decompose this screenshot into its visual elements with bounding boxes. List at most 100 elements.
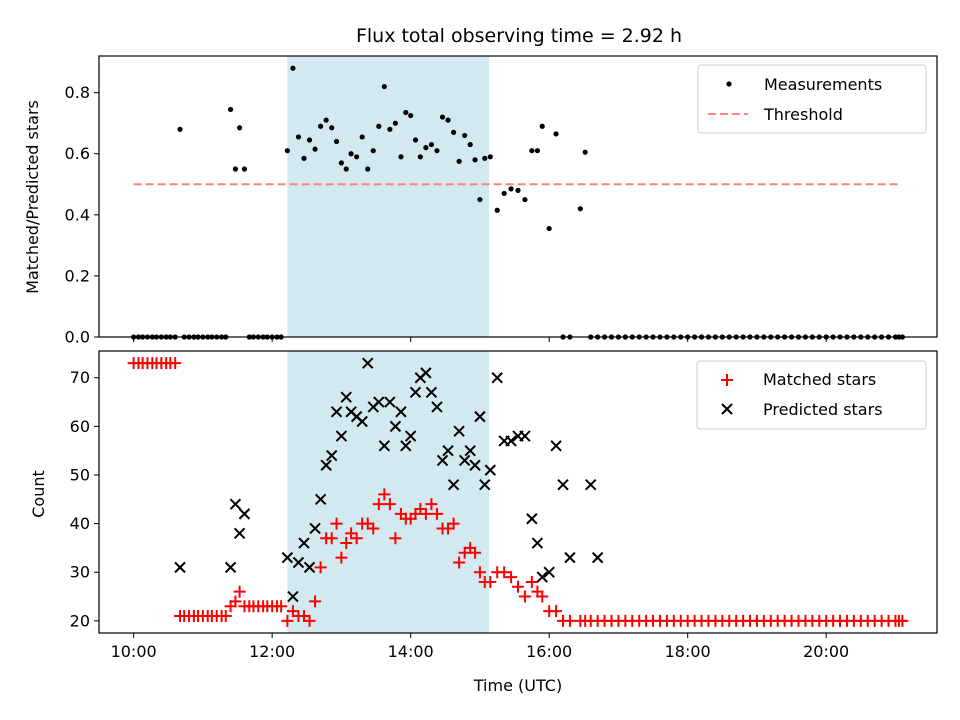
predicted-stars-point — [453, 425, 465, 437]
predicted-stars-point — [543, 566, 555, 578]
legend-predicted-label: Predicted stars — [763, 400, 883, 419]
predicted-stars-point — [309, 522, 321, 535]
measurements-point — [312, 146, 318, 152]
matched-stars-point — [350, 532, 363, 545]
predicted-stars-point — [233, 527, 246, 540]
measurements-point — [295, 134, 302, 140]
measurements-point — [515, 187, 521, 193]
matched-stars-point — [525, 575, 538, 588]
predicted-stars-point — [362, 357, 374, 369]
predicted-stars-point — [303, 561, 316, 574]
matched-stars-point — [219, 609, 232, 622]
measurements-point — [301, 155, 307, 161]
measurements-point — [577, 206, 583, 212]
measurements-point — [445, 117, 451, 123]
top-y-tick-label: 0.2 — [65, 266, 90, 285]
measurements-point — [501, 190, 507, 197]
predicted-stars-point — [292, 556, 305, 569]
bottom-y-tick-label: 60 — [70, 417, 90, 436]
measurements-point — [348, 151, 354, 157]
measurements-point — [553, 131, 559, 137]
matched-stars-point — [340, 537, 353, 550]
measurements-point — [439, 114, 446, 120]
predicted-stars-point — [373, 396, 385, 408]
top-y-tick-label: 0.4 — [65, 205, 90, 224]
top-y-ticks: 0.0 0.2 0.4 0.6 0.8 — [65, 83, 99, 347]
bottom-observing-window — [287, 351, 489, 633]
matched-stars-point — [233, 585, 246, 598]
bottom-y-tick-label: 30 — [70, 563, 90, 582]
predicted-stars-point — [550, 440, 562, 452]
predicted-stars-point — [464, 444, 476, 457]
matched-stars-point — [303, 614, 316, 627]
top-chart-title: Flux total observing time = 2.92 h — [356, 25, 682, 47]
measurements-point — [522, 196, 528, 203]
top-x-ticks — [133, 337, 827, 342]
measurements-point — [477, 196, 483, 203]
matched-stars-point — [453, 556, 466, 569]
predicted-stars-point — [325, 449, 338, 462]
measurements-point — [177, 126, 183, 132]
measurements-point — [333, 138, 340, 145]
measurements-point — [306, 137, 313, 143]
measurements-point — [546, 225, 552, 232]
predicted-stars-point — [174, 561, 186, 574]
measurements-point — [370, 148, 376, 154]
measurements-point — [472, 157, 478, 163]
predicted-stars-point — [479, 478, 491, 491]
measurements-point — [392, 120, 399, 126]
measurements-point — [338, 160, 344, 166]
top-axes-frame — [98, 55, 938, 338]
top-highlight-span — [287, 56, 489, 337]
predicted-stars-point — [536, 571, 548, 583]
measurements-point — [381, 83, 387, 90]
top-y-tick-label: 0.8 — [65, 83, 90, 102]
predicted-stars-point — [505, 435, 517, 447]
bottom-y-tick-label: 70 — [70, 368, 90, 387]
predicted-stars-point — [330, 406, 343, 418]
measurements-point — [582, 149, 588, 155]
predicted-stars-point — [400, 440, 412, 452]
matched-stars-point — [372, 498, 385, 511]
bottom-x-tick-label: 18:00 — [665, 642, 711, 661]
predicted-stars-point — [469, 459, 481, 471]
bottom-legend: Matched stars Predicted stars — [696, 360, 927, 430]
bottom-legend-box — [696, 360, 927, 430]
measurements-point — [434, 148, 440, 154]
legend-measurements-marker — [726, 81, 732, 87]
bottom-y-tick-label: 40 — [70, 514, 90, 533]
measurements-point — [403, 109, 409, 116]
measurements-point — [241, 166, 248, 172]
predicted-stars-point — [585, 478, 597, 491]
top-panel: 0.00.20.40.60.8 Matched/Predicted stars … — [23, 55, 938, 347]
predicted-stars-point — [395, 406, 407, 418]
top-y-tick-label: 0.0 — [65, 328, 90, 347]
legend-matched-label: Matched stars — [763, 370, 876, 389]
predicted-stars-point — [491, 372, 503, 384]
predicted-stars-point — [378, 440, 391, 452]
matched-stars-point — [314, 561, 327, 574]
measurements-point — [467, 141, 473, 148]
bottom-y-tick-label: 20 — [70, 611, 90, 630]
matched-stars-point — [550, 605, 563, 618]
predicted-stars-point — [314, 493, 327, 506]
predicted-stars-point — [384, 396, 396, 408]
predicted-stars-point — [404, 430, 417, 442]
measurements-point — [376, 123, 382, 129]
measurements-point — [450, 129, 457, 135]
predicted-stars-point — [298, 537, 310, 549]
top-legend-box — [697, 64, 927, 134]
bottom-x-ticks: 10:00 12:00 14:00 16:00 18:00 20:00 — [111, 633, 849, 661]
predicted-stars-point — [420, 367, 432, 379]
bottom-panel: 20 30 40 50 60 70 10:00 12:00 14:00 16:00 18:00 20… — [29, 350, 938, 695]
measurements-point — [236, 125, 243, 131]
matched-stars-point — [169, 357, 182, 370]
top-legend: Measurements Threshold — [697, 64, 927, 134]
legend-threshold-label: Threshold — [763, 105, 843, 124]
predicted-stars-point — [564, 551, 576, 564]
measurements-point — [508, 186, 514, 192]
matched-stars-point — [383, 498, 396, 511]
matched-stars-point — [484, 575, 497, 588]
matched-stars-point — [389, 532, 402, 545]
